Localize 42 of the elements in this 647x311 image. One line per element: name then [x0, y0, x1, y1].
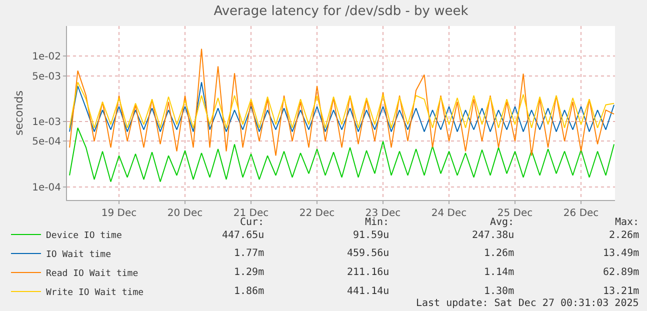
text: 459.56u [347, 248, 390, 259]
y-tick-label: 1e-04 [32, 182, 61, 194]
text: 1.26m [484, 248, 514, 259]
legend-label: Device IO time [46, 231, 122, 242]
text: Avg: [490, 217, 514, 228]
x-tick-label: 22 Dec [299, 208, 335, 219]
text: 1.14m [484, 267, 514, 278]
x-tick-label: 26 Dec [563, 208, 599, 219]
text: 441.14u [347, 286, 390, 297]
y-tick-label: 1e-02 [32, 52, 61, 63]
text: 1.86m [234, 286, 264, 297]
text: 13.21m [603, 286, 640, 297]
text: 1.30m [484, 286, 514, 297]
text: 447.65u [222, 230, 264, 241]
text: Cur: [240, 217, 264, 228]
text: Max: [615, 217, 640, 228]
legend-label: IO Wait time [46, 250, 112, 260]
text: 13.49m [603, 248, 640, 259]
text: 1.77m [234, 248, 264, 259]
x-tick-label: 23 Dec [365, 208, 401, 219]
line-series [69, 127, 615, 182]
text: 211.16u [347, 267, 390, 278]
y-tick-label: 1e-03 [32, 117, 61, 128]
text: Last update: Sat Dec 27 00:31:03 2025 [416, 298, 639, 309]
y-tick-label: 5e-03 [32, 71, 61, 82]
x-tick-label: 21 Dec [233, 208, 269, 219]
x-tick-label: 20 Dec [167, 208, 203, 219]
text: 1.29m [234, 267, 264, 278]
text: 2.26m [609, 230, 640, 241]
x-tick-label: 19 Dec [101, 208, 137, 219]
text: 91.59u [353, 230, 390, 241]
x-tick-label: 25 Dec [497, 208, 533, 219]
legend-label: Read IO Wait time [46, 269, 138, 280]
line-series [69, 48, 615, 156]
text: Min: [365, 217, 390, 228]
y-axis-title: seconds [12, 90, 26, 136]
y-tick-label: 5e-04 [32, 136, 61, 148]
text: 247.38u [472, 230, 514, 241]
chart-title: Average latency for /dev/sdb - by week [214, 4, 469, 20]
text: 62.89m [603, 267, 640, 278]
x-tick-label: 24 Dec [431, 208, 467, 219]
legend-label: Write IO Wait time [46, 288, 144, 298]
